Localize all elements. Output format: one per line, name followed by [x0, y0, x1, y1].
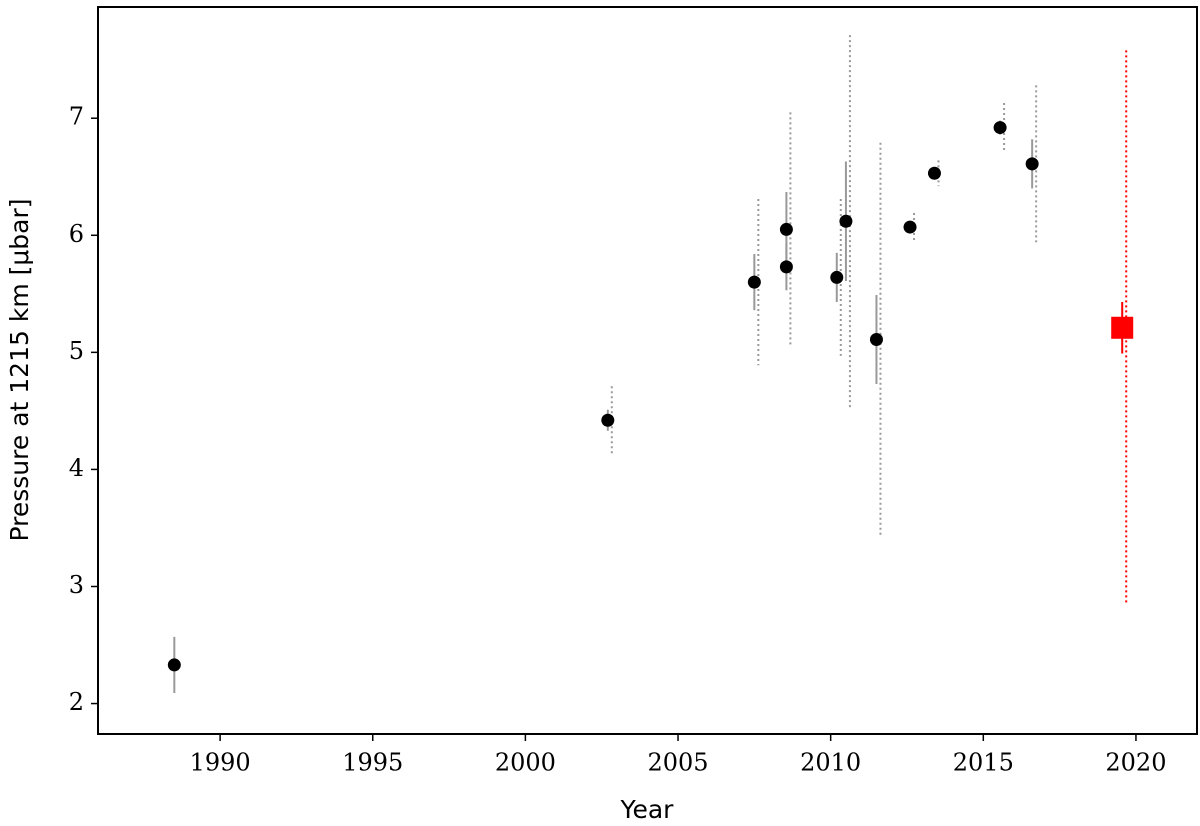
- y-tick-label: 3: [69, 571, 84, 599]
- point: [1111, 316, 1134, 339]
- point: [869, 332, 883, 346]
- y-tick-label: 2: [69, 688, 84, 716]
- point: [747, 275, 761, 289]
- plot-frame: [97, 6, 1198, 735]
- point: [839, 214, 853, 228]
- point: [903, 220, 917, 234]
- point: [167, 658, 181, 672]
- x-tick-label: 2010: [800, 749, 861, 777]
- point: [830, 270, 844, 284]
- y-tick-label: 4: [69, 454, 84, 482]
- x-tick-label: 2005: [647, 749, 708, 777]
- x-tick-label: 1990: [190, 749, 251, 777]
- point: [779, 260, 793, 274]
- x-tick-label: 2020: [1105, 749, 1166, 777]
- x-tick-label: 2000: [495, 749, 556, 777]
- point: [927, 166, 941, 180]
- point: [601, 413, 615, 427]
- x-tick-label: 2015: [953, 749, 1014, 777]
- point: [1025, 157, 1039, 171]
- x-tick-label: 1995: [342, 749, 403, 777]
- y-tick-label: 6: [69, 220, 84, 248]
- y-axis-label: Pressure at 1215 km [μbar]: [5, 199, 34, 542]
- point: [779, 222, 793, 236]
- x-axis-label: Year: [620, 795, 675, 824]
- y-tick-label: 5: [69, 337, 84, 365]
- point: [993, 121, 1007, 135]
- y-tick-label: 7: [69, 103, 84, 131]
